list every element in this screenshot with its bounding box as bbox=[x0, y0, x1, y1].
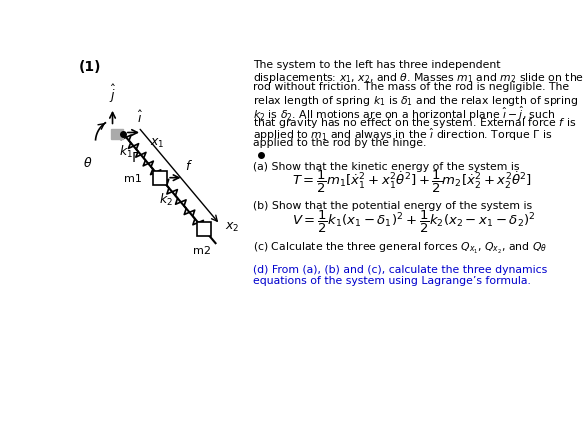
Text: $x_1$: $x_1$ bbox=[150, 137, 164, 150]
Text: The system to the left has three independent: The system to the left has three indepen… bbox=[253, 60, 500, 70]
Text: $V = \dfrac{1}{2}k_1(x_1 - \delta_1)^2 + \dfrac{1}{2}k_2(x_2 - x_1 - \delta_2)^2: $V = \dfrac{1}{2}k_1(x_1 - \delta_1)^2 +… bbox=[291, 209, 535, 235]
Text: $k_1$: $k_1$ bbox=[119, 144, 133, 160]
Text: m2: m2 bbox=[193, 246, 211, 256]
Text: (1): (1) bbox=[79, 60, 102, 74]
Text: displacements: $x_1$, $x_2$, and $\theta$. Masses $m_1$ and $m_2$ slide on the: displacements: $x_1$, $x_2$, and $\theta… bbox=[253, 71, 584, 85]
Text: $x_2$: $x_2$ bbox=[225, 221, 239, 234]
Text: (a) Show that the kinetic energy of the system is: (a) Show that the kinetic energy of the … bbox=[253, 162, 519, 172]
Text: $\hat{j}$: $\hat{j}$ bbox=[109, 83, 116, 105]
Bar bbox=[197, 222, 210, 236]
Text: applied to the rod by the hinge.: applied to the rod by the hinge. bbox=[253, 138, 426, 148]
Text: $T = \dfrac{1}{2}m_1[\dot{x}_1^2 + x_1^2\dot{\theta}^2] + \dfrac{1}{2}m_2[\dot{x: $T = \dfrac{1}{2}m_1[\dot{x}_1^2 + x_1^2… bbox=[291, 169, 531, 195]
Text: $\hat{\imath}$: $\hat{\imath}$ bbox=[137, 109, 142, 126]
Text: applied to $m_1$ and always in the $\hat{\imath}$ direction. Torque $\Gamma$ is: applied to $m_1$ and always in the $\hat… bbox=[253, 127, 552, 143]
Text: (d) From (a), (b) and (c), calculate the three dynamics: (d) From (a), (b) and (c), calculate the… bbox=[253, 265, 547, 275]
Text: (c) Calculate the three general forces $Q_{x_1}$, $Q_{x_2}$, and $Q_{\theta}$: (c) Calculate the three general forces $… bbox=[253, 241, 547, 256]
Text: $\Gamma$: $\Gamma$ bbox=[131, 151, 141, 165]
Text: (b) Show that the potential energy of the system is: (b) Show that the potential energy of th… bbox=[253, 201, 532, 212]
Text: equations of the system using Lagrange’s formula.: equations of the system using Lagrange’s… bbox=[253, 276, 531, 286]
Text: m1: m1 bbox=[124, 174, 142, 184]
Text: that gravity has no effect on the system. External force $f$ is: that gravity has no effect on the system… bbox=[253, 116, 576, 130]
Bar bbox=[153, 171, 167, 184]
Text: $\theta$: $\theta$ bbox=[83, 156, 92, 170]
Text: rod without friction. The mass of the rod is negligible. The: rod without friction. The mass of the ro… bbox=[253, 82, 569, 92]
Text: $f$: $f$ bbox=[185, 159, 193, 173]
Text: $k_2$: $k_2$ bbox=[159, 191, 173, 207]
Text: $k_2$ is $\delta_2$. All motions are on a horizontal plane $\hat{\imath} - \hat{: $k_2$ is $\delta_2$. All motions are on … bbox=[253, 105, 555, 123]
Bar bbox=[111, 128, 123, 139]
Text: relax length of spring $k_1$ is $\delta_1$ and the relax length of spring: relax length of spring $k_1$ is $\delta_… bbox=[253, 94, 578, 108]
